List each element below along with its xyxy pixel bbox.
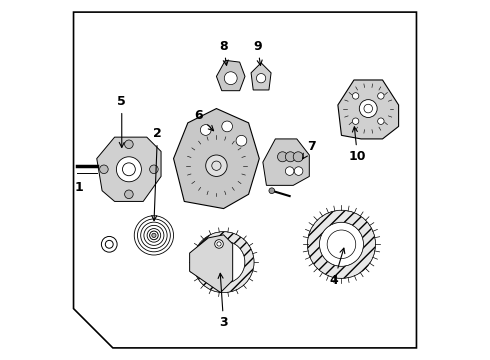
Circle shape bbox=[352, 93, 359, 99]
Circle shape bbox=[277, 152, 288, 162]
Circle shape bbox=[99, 165, 108, 174]
Circle shape bbox=[117, 157, 142, 182]
Text: 4: 4 bbox=[330, 248, 345, 287]
Circle shape bbox=[222, 121, 232, 132]
Circle shape bbox=[200, 125, 211, 135]
Text: 7: 7 bbox=[303, 140, 316, 159]
Circle shape bbox=[224, 72, 237, 85]
Polygon shape bbox=[97, 137, 161, 202]
Circle shape bbox=[149, 165, 158, 174]
Polygon shape bbox=[338, 80, 398, 139]
Circle shape bbox=[293, 152, 303, 162]
Polygon shape bbox=[217, 60, 245, 91]
Circle shape bbox=[294, 167, 303, 175]
Polygon shape bbox=[251, 63, 271, 90]
Circle shape bbox=[124, 190, 133, 199]
Text: 10: 10 bbox=[349, 127, 366, 163]
Circle shape bbox=[378, 93, 384, 99]
Text: 8: 8 bbox=[219, 40, 228, 65]
Text: 1: 1 bbox=[74, 181, 83, 194]
Circle shape bbox=[359, 100, 377, 117]
Text: 9: 9 bbox=[253, 40, 262, 65]
Polygon shape bbox=[173, 109, 259, 208]
Text: 5: 5 bbox=[118, 95, 126, 147]
Polygon shape bbox=[190, 235, 233, 293]
Circle shape bbox=[285, 152, 295, 162]
Circle shape bbox=[256, 73, 266, 83]
Circle shape bbox=[269, 188, 275, 194]
Text: 3: 3 bbox=[218, 273, 228, 329]
Circle shape bbox=[285, 167, 294, 175]
Circle shape bbox=[215, 240, 223, 248]
Text: 6: 6 bbox=[194, 109, 214, 131]
Circle shape bbox=[352, 118, 359, 125]
Text: 2: 2 bbox=[152, 127, 162, 221]
Circle shape bbox=[236, 135, 247, 146]
Circle shape bbox=[124, 140, 133, 149]
Circle shape bbox=[149, 231, 158, 240]
Polygon shape bbox=[263, 139, 309, 185]
Circle shape bbox=[206, 155, 227, 176]
Circle shape bbox=[152, 233, 156, 238]
Circle shape bbox=[378, 118, 384, 125]
